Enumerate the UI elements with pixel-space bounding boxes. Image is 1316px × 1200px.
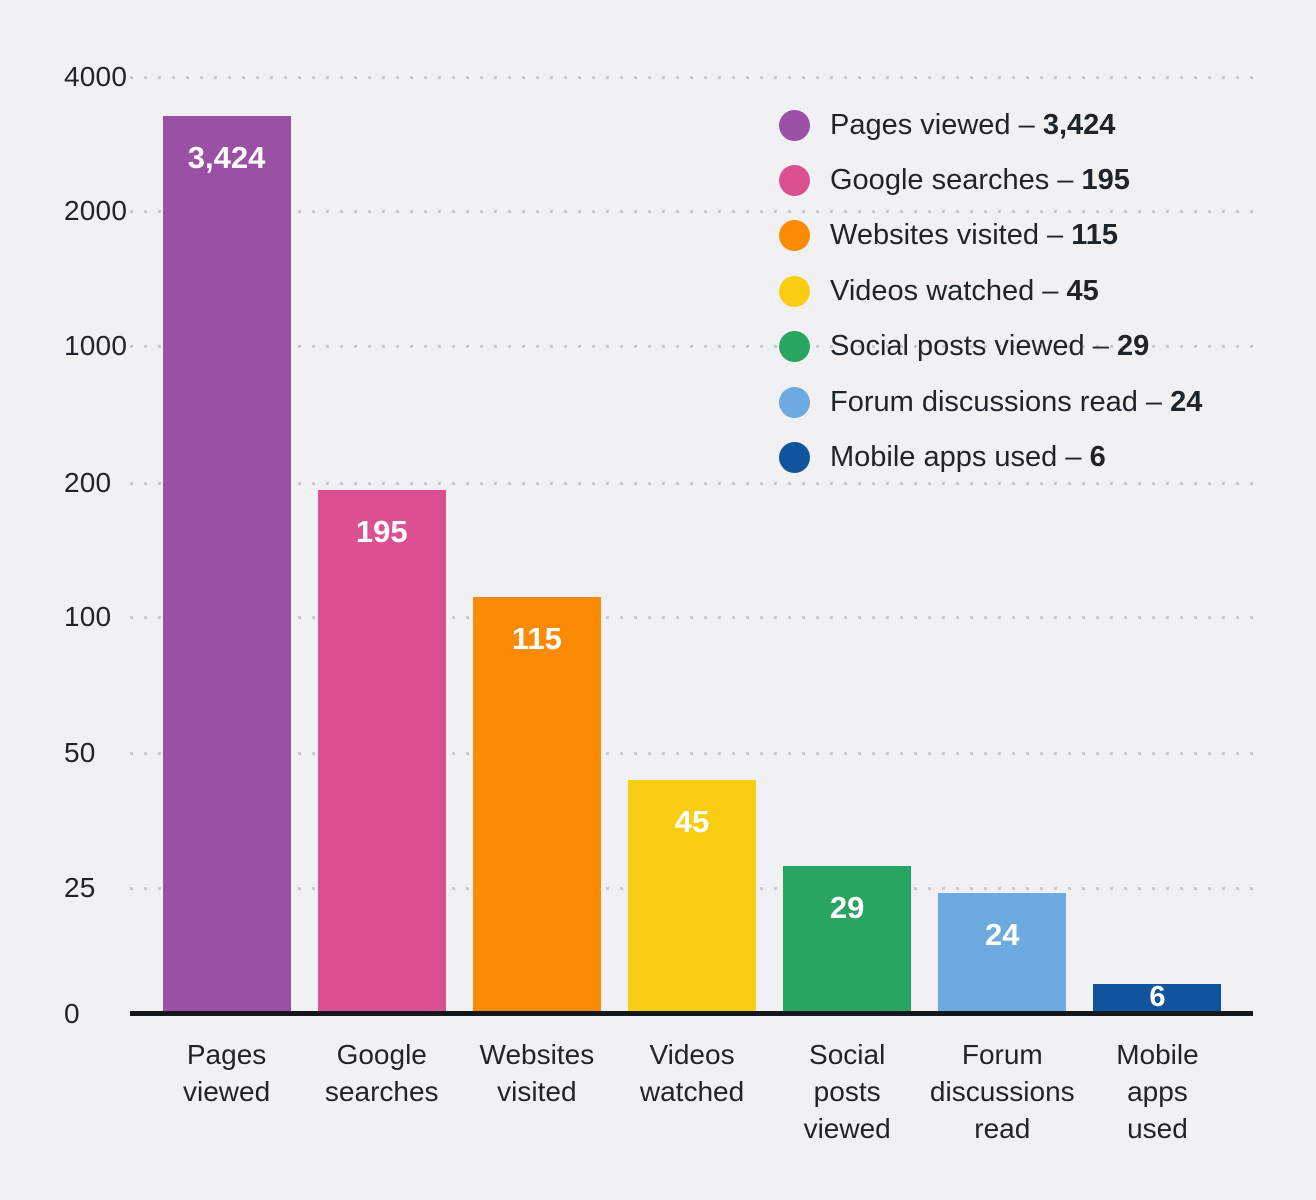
y-axis-tick-label: 4000 <box>64 61 128 92</box>
bar-pages-viewed: 3,424 <box>162 115 291 1012</box>
x-axis-label: Social posts viewed <box>804 1036 891 1147</box>
x-axis-label: Forum discussions read <box>930 1036 1075 1147</box>
x-axis-label-line: Google <box>336 1039 427 1070</box>
legend-color-dot <box>779 164 810 196</box>
legend-item: Social posts viewed – 29 <box>779 330 1149 364</box>
y-axis-tick-label: 0 <box>64 998 80 1029</box>
gridline <box>130 752 1258 755</box>
legend-item: Google searches – 195 <box>779 163 1130 197</box>
bar-google-searches: 195 <box>317 489 446 1012</box>
bar-mobile-apps-used: 6 <box>1093 981 1222 1014</box>
x-axis-label-line: searches <box>324 1076 439 1107</box>
x-axis-label-line: viewed <box>183 1076 271 1107</box>
legend-item: Videos watched – 45 <box>779 274 1099 308</box>
legend-value: 24 <box>1170 385 1203 418</box>
gridline <box>130 616 1258 619</box>
bar-value-label: 24 <box>985 917 1020 953</box>
x-axis-label-line: discussions <box>929 1076 1075 1107</box>
legend-color-dot <box>779 109 810 141</box>
x-axis-label-line: Mobile <box>1116 1039 1199 1070</box>
bar-value-label: 3,424 <box>187 139 266 175</box>
legend-value: 3,424 <box>1042 108 1116 141</box>
legend-label: Pages viewed – 3,424 <box>830 108 1116 141</box>
legend-color-dot <box>779 331 810 363</box>
x-axis-label-line: watched <box>639 1076 745 1107</box>
y-axis-tick-label: 25 <box>64 872 96 903</box>
bar-value-label: 45 <box>674 804 710 839</box>
legend-value: 195 <box>1081 163 1130 196</box>
legend-label: Mobile apps used – 6 <box>830 440 1106 473</box>
y-axis-tick-label: 200 <box>64 467 112 498</box>
legend-color-dot <box>779 220 810 252</box>
bar-value-label: 6 <box>1149 981 1166 1014</box>
x-axis-label-line: Videos <box>649 1039 735 1070</box>
x-axis-label-line: used <box>1127 1113 1188 1144</box>
x-axis-label: Videos watched <box>640 1036 744 1110</box>
x-axis-label-line: apps <box>1127 1076 1188 1107</box>
bar-value-label: 195 <box>355 513 408 549</box>
x-axis-label-line: posts <box>813 1076 881 1107</box>
gridline <box>130 76 1258 79</box>
x-axis-label-line: Pages <box>186 1039 267 1070</box>
bar-value-label: 29 <box>829 890 865 926</box>
bar-value-label: 115 <box>511 620 562 656</box>
y-axis-tick-label: 50 <box>64 737 96 768</box>
legend-color-dot <box>779 275 810 307</box>
y-axis-tick-label: 1000 <box>64 330 128 361</box>
legend-item: Forum discussions read – 24 <box>779 385 1202 419</box>
legend-item: Websites visited – 115 <box>779 219 1118 253</box>
legend-item: Mobile apps used – 6 <box>779 440 1106 474</box>
bar-social-posts-viewed: 29 <box>783 866 912 1012</box>
x-axis-label-line: Websites <box>479 1039 595 1070</box>
x-axis-label-line: viewed <box>803 1113 891 1144</box>
legend-color-dot <box>779 386 810 418</box>
legend-label: Google searches – 195 <box>830 163 1130 196</box>
bar-forum-discussions-read: 24 <box>938 893 1067 1012</box>
legend-value: 29 <box>1116 330 1150 363</box>
x-axis-label-line: visited <box>497 1076 577 1107</box>
gridline <box>130 345 1258 348</box>
y-axis-tick-label: 100 <box>64 601 112 632</box>
x-axis-label: Pages viewed <box>183 1036 270 1110</box>
gridline <box>130 210 1258 213</box>
x-axis-label-line: Social <box>809 1039 886 1070</box>
x-axis-line <box>130 1011 1253 1016</box>
legend-color-dot <box>779 441 810 473</box>
legend-label: Social posts viewed – 29 <box>830 330 1150 363</box>
legend-label: Websites visited – 115 <box>830 219 1119 252</box>
x-axis-label: Websites visited <box>480 1036 595 1110</box>
x-axis-label: Mobile apps used <box>1116 1036 1198 1147</box>
gridline <box>130 482 1258 485</box>
x-axis-label: Google searches <box>325 1036 439 1110</box>
bar-websites-visited: 115 <box>472 596 601 1012</box>
legend-label: Videos watched – 45 <box>830 274 1099 307</box>
bar-videos-watched: 45 <box>628 780 757 1012</box>
legend-value: 6 <box>1089 440 1106 473</box>
x-axis-label-line: Forum <box>961 1039 1043 1070</box>
legend-item: Pages viewed – 3,424 <box>779 108 1115 142</box>
y-axis-tick-label: 2000 <box>64 195 128 226</box>
x-axis-label-line: read <box>974 1113 1031 1144</box>
legend-value: 45 <box>1066 274 1099 307</box>
legend-value: 115 <box>1071 219 1119 252</box>
legend-label: Forum discussions read – 24 <box>830 385 1203 418</box>
